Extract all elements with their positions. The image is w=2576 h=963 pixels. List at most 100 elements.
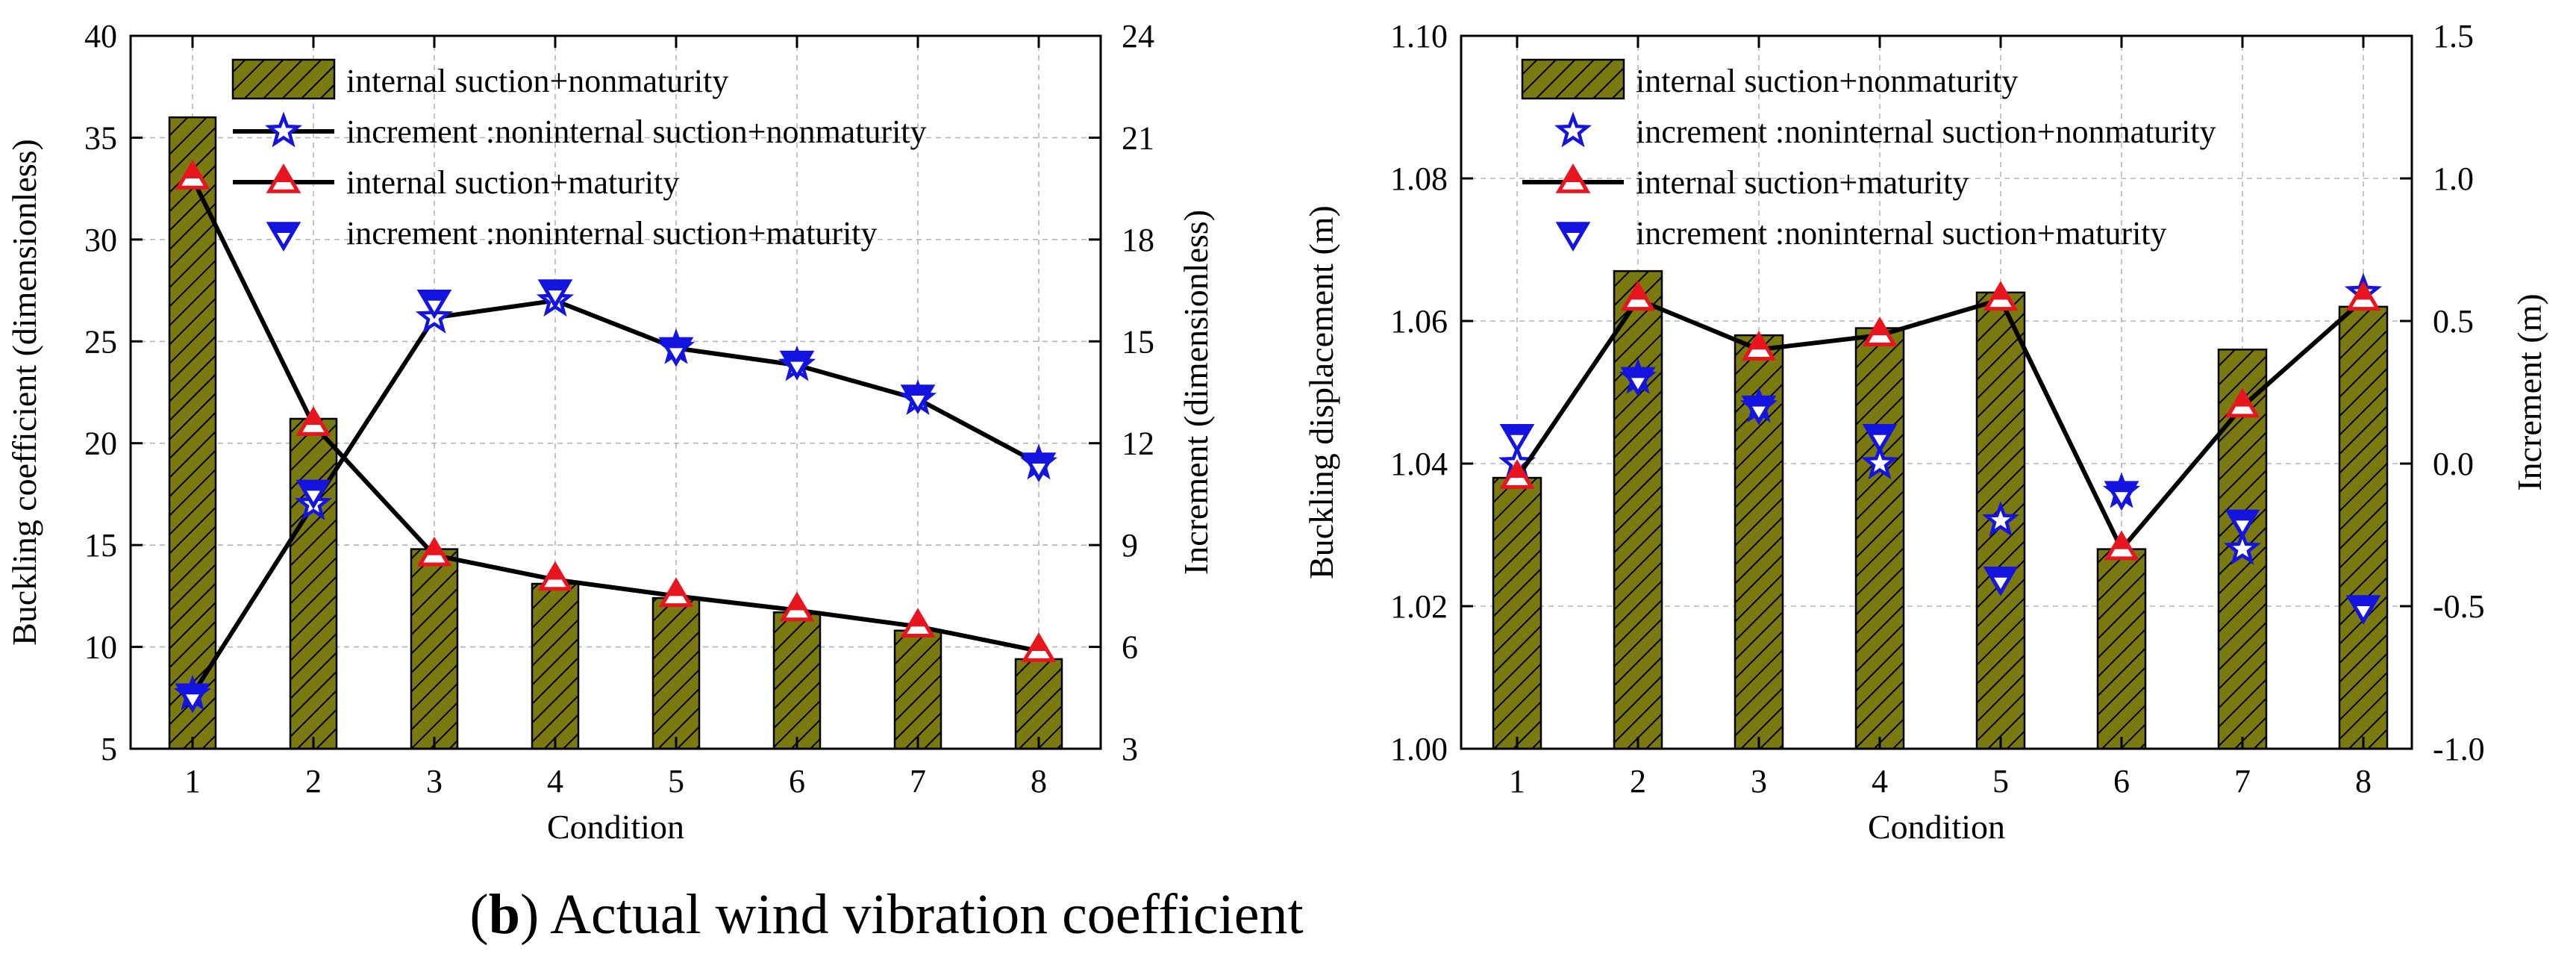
point-triangle-down-1-top	[178, 685, 207, 695]
point-triangle-down-3-top	[420, 291, 448, 301]
caption-text: Actual wind vibration coefficient	[539, 883, 1303, 946]
bar-8	[1014, 658, 1063, 750]
point-line-triangle-up-5-top	[667, 581, 685, 596]
xtick-label-7: 7	[910, 763, 926, 800]
ytick-label-left: 25	[84, 323, 117, 360]
legend-marker-star	[1554, 111, 1592, 148]
ytick-label-left: 5	[101, 731, 117, 767]
y-axis-title-right: Increment (dimensionless)	[1177, 210, 1215, 575]
xtick-label-5: 5	[668, 763, 684, 800]
xtick-label-1: 1	[1509, 763, 1525, 800]
bar-4	[531, 582, 580, 750]
point-triangle-down-2-top	[299, 482, 328, 491]
point-line-triangle-up-7-top	[2233, 391, 2251, 407]
point-line-triangle-up-5-top	[1992, 284, 2010, 300]
series-line-3	[1515, 297, 2365, 552]
legend-label-4: increment :noninternal suction+maturity	[346, 215, 878, 252]
ytick-label-left: 1.10	[1390, 18, 1448, 54]
legend-marker-triangle-up-top	[275, 166, 293, 182]
ytick-label-right: 21	[1122, 119, 1154, 156]
figure-caption: (b) Actual wind vibration coefficient	[469, 883, 1303, 946]
xtick-label-3: 3	[426, 763, 443, 800]
bar-2	[289, 417, 338, 750]
ytick-label-left: 40	[84, 18, 117, 54]
xtick-label-5: 5	[1992, 763, 2009, 800]
point-line-triangle-up-8-top	[1030, 636, 1048, 652]
xtick-label-1: 1	[184, 763, 201, 800]
x-axis-title: Condition	[547, 808, 684, 846]
ytick-label-left: 15	[84, 527, 117, 564]
point-line-triangle-up-6-top	[788, 595, 806, 611]
y-axis-title-left: Buckling coefficient (dimensionless)	[5, 139, 43, 646]
xtick-label-3: 3	[1751, 763, 1767, 800]
point-triangle-down-6-top	[2107, 482, 2136, 493]
plot-frame	[1460, 34, 2413, 750]
point-triangle-down-8-top	[1025, 454, 1053, 464]
caption-close: )	[520, 883, 539, 946]
x-axis-title: Condition	[1868, 808, 2005, 846]
ytick-label-right: 3	[1122, 731, 1138, 767]
xtick-label-2: 2	[1630, 763, 1646, 800]
ytick-label-left: 20	[84, 426, 117, 462]
legend-label-1: internal suction+nonmaturity	[1636, 63, 2018, 99]
bar-6	[2096, 548, 2147, 750]
series-line-3	[190, 177, 1040, 653]
legend-label-4: increment :noninternal suction+maturity	[1636, 215, 2167, 252]
legend-marker-triangle-down-top	[269, 223, 298, 233]
legend-label-1: internal suction+nonmaturity	[346, 63, 728, 99]
ytick-label-left: 1.04	[1390, 446, 1448, 482]
ytick-label-left: 1.08	[1390, 160, 1448, 197]
point-triangle-down-6-top	[783, 352, 811, 362]
legend-swatch-bar	[1521, 58, 1625, 100]
point-star-5	[1981, 500, 2020, 537]
point-line-triangle-up-4-top	[1871, 320, 1889, 336]
ytick-label-left: 1.02	[1390, 588, 1448, 625]
point-line-triangle-up-3-top	[425, 540, 443, 555]
point-triangle-down-4-top	[541, 281, 569, 291]
ytick-label-left: 1.06	[1390, 303, 1448, 340]
plot-frame	[129, 34, 1102, 750]
xtick-label-2: 2	[305, 763, 322, 800]
point-star-7	[2223, 529, 2262, 566]
caption-letter: b	[489, 883, 520, 946]
point-line-triangle-up-2-top	[304, 410, 322, 426]
ytick-label-right: -0.5	[2433, 588, 2485, 625]
point-line-triangle-up-1-top	[184, 163, 201, 178]
point-line-triangle-up-7-top	[909, 611, 927, 627]
point-line-triangle-up-8-top	[2354, 284, 2372, 300]
legend-marker-triangle-up-top	[1564, 166, 1582, 182]
xtick-label-8: 8	[2355, 763, 2372, 800]
ytick-label-right: 0.0	[2433, 446, 2474, 482]
point-line-triangle-up-6-top	[2113, 534, 2130, 549]
ytick-label-right: 0.5	[2433, 303, 2474, 340]
point-triangle-down-2-top	[1624, 369, 1652, 378]
ytick-label-right: 9	[1122, 527, 1138, 564]
y-axis-title-left: Buckling displacement (m)	[1302, 205, 1340, 579]
caption-open: (	[469, 883, 488, 946]
ytick-label-left: 35	[84, 119, 117, 156]
legend-label-2: increment :noninternal suction+nonmaturi…	[346, 113, 927, 150]
legend: internal suction+nonmaturity increment :n…	[1521, 58, 2216, 252]
legend-label-2: increment :noninternal suction+nonmaturi…	[1636, 113, 2216, 150]
xtick-label-6: 6	[2113, 763, 2130, 800]
legend-marker-star	[264, 111, 303, 148]
chart-right-buckling-displacement: 1.001.021.041.061.081.10-1.0-0.50.00.51.…	[1302, 18, 2548, 846]
ytick-label-right: 24	[1122, 18, 1154, 54]
ytick-label-left: 1.00	[1390, 731, 1448, 767]
bar-3	[410, 548, 459, 750]
ytick-label-right: 6	[1122, 629, 1138, 666]
legend-marker-triangle-down-top	[1559, 223, 1587, 233]
ytick-label-right: 1.0	[2433, 160, 2474, 197]
bar-5	[651, 596, 701, 750]
xtick-label-8: 8	[1031, 763, 1047, 800]
point-triangle-down-7-top	[904, 386, 932, 396]
ytick-label-right: 15	[1122, 323, 1154, 360]
legend-label-3: internal suction+maturity	[1636, 164, 1969, 201]
point-line-triangle-up-3-top	[1750, 334, 1768, 350]
series-line-2	[190, 298, 1040, 696]
point-triangle-down-1-top	[1503, 426, 1531, 435]
point-triangle-down-5-top	[662, 339, 690, 349]
ytick-label-left: 10	[84, 629, 117, 666]
